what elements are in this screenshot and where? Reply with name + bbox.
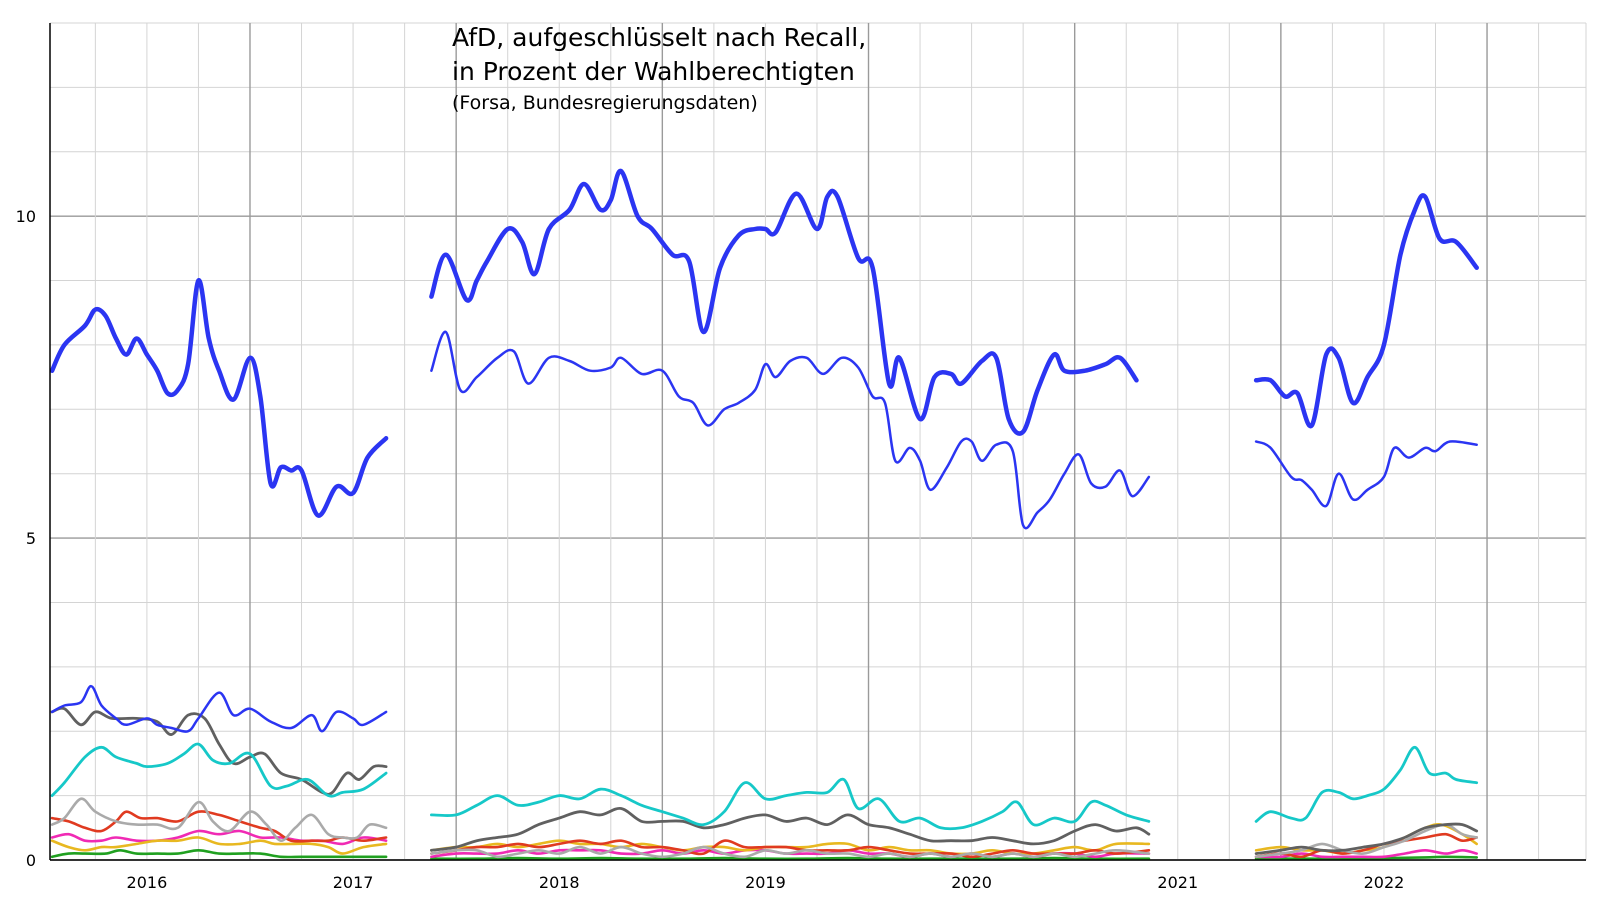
series-line-3-segment-1 [430,807,1151,852]
series-line-0-segment-0 [49,278,389,518]
y-tick-label: 0 [26,851,36,870]
x-tick-label: 2016 [127,873,168,892]
series-line-5-segment-1 [430,839,1151,859]
chart-title-line1: AfD, aufgeschlüsselt nach Recall, [452,23,866,52]
series-line-1-segment-2 [1254,440,1478,508]
x-tick-label: 2021 [1157,873,1198,892]
series-line-7-segment-2 [1254,849,1478,859]
series-lines [49,168,1479,861]
x-tick-label: 2022 [1364,873,1405,892]
x-tick-label: 2020 [951,873,992,892]
y-tick-label: 5 [26,529,36,548]
series-line-0-segment-2 [1253,193,1479,429]
series-line-8-segment-0 [50,849,388,859]
chart-subtitle: (Forsa, Bundesregierungsdaten) [452,92,758,114]
y-tick-label: 10 [16,207,36,226]
series-line-2-segment-1 [430,777,1151,831]
series-line-3-segment-0 [50,706,388,796]
series-line-6-segment-0 [50,836,388,855]
series-line-4-segment-0 [50,797,388,842]
tick-labels: 0 5 10 2016 2017 2018 2019 2020 2021 2022 [16,207,1405,892]
series-line-3-segment-2 [1254,822,1479,855]
x-tick-label: 2017 [333,873,374,892]
x-tick-label: 2018 [539,873,580,892]
series-line-4-segment-1 [430,845,1151,859]
chart-title-line2: in Prozent der Wahlberechtigten [452,57,855,86]
series-line-0-segment-1 [429,168,1139,436]
x-tick-label: 2019 [745,873,786,892]
gridlines [50,22,1587,861]
series-line-1-segment-1 [430,330,1151,530]
series-line-1-segment-0 [50,684,388,733]
series-line-2-segment-0 [50,742,388,798]
series-line-2-segment-2 [1254,745,1479,823]
axes [49,23,1586,861]
series-line-8-segment-1 [430,856,1151,861]
